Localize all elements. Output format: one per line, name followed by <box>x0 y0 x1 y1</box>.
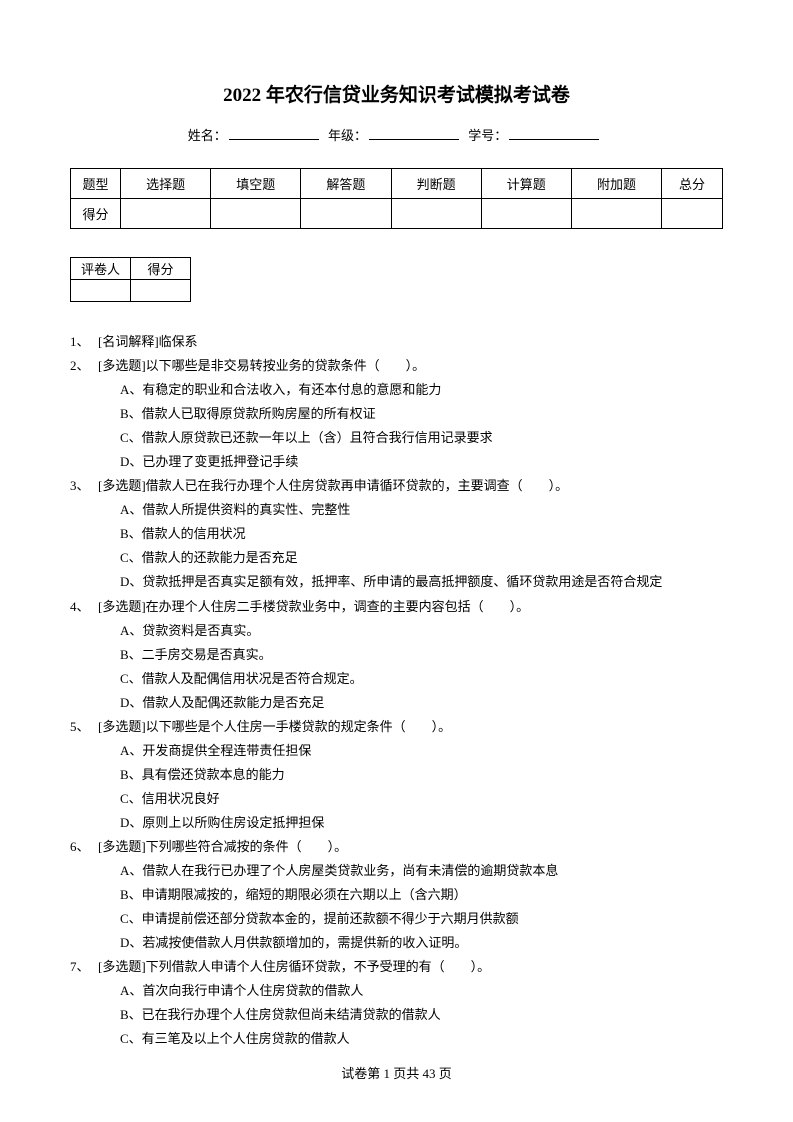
cell-type: 计算题 <box>481 169 571 199</box>
question-option: A、首次向我行申请个人住房贷款的借款人 <box>70 979 723 1003</box>
id-label: 学号： <box>468 128 507 143</box>
question-number: 3、 <box>70 474 98 498</box>
question-option: C、借款人的还款能力是否充足 <box>70 546 723 570</box>
question-item: 2、[多选题]以下哪些是非交易转按业务的贷款条件（ ）。 <box>70 354 723 378</box>
question-number: 4、 <box>70 595 98 619</box>
question-option: D、已办理了变更抵押登记手续 <box>70 450 723 474</box>
grader-table: 评卷人 得分 <box>70 257 191 302</box>
question-option: A、借款人所提供资料的真实性、完整性 <box>70 498 723 522</box>
question-number: 6、 <box>70 835 98 859</box>
question-number: 2、 <box>70 354 98 378</box>
cell-type: 填空题 <box>211 169 301 199</box>
page-footer: 试卷第 1 页共 43 页 <box>0 1063 793 1082</box>
cell-type: 总分 <box>662 169 723 199</box>
exam-title: 2022 年农行信贷业务知识考试模拟考试卷 <box>70 80 723 107</box>
name-blank <box>229 139 319 140</box>
question-text: [多选题]以下哪些是个人住房一手楼贷款的规定条件（ ）。 <box>98 715 451 739</box>
question-option: C、信用状况良好 <box>70 787 723 811</box>
cell-score-label: 得分 <box>71 199 121 229</box>
question-option: C、借款人及配偶信用状况是否符合规定。 <box>70 667 723 691</box>
question-option: A、借款人在我行已办理了个人房屋类贷款业务，尚有未清偿的逾期贷款本息 <box>70 859 723 883</box>
question-option: A、贷款资料是否真实。 <box>70 619 723 643</box>
question-text: [多选题]在办理个人住房二手楼贷款业务中，调查的主要内容包括（ ）。 <box>98 595 529 619</box>
table-row: 题型 选择题 填空题 解答题 判断题 计算题 附加题 总分 <box>71 169 723 199</box>
question-option: C、申请提前偿还部分贷款本金的，提前还款额不得少于六期月供款额 <box>70 907 723 931</box>
grader-score-label: 得分 <box>131 258 191 280</box>
question-number: 1、 <box>70 330 98 354</box>
question-option: C、借款人原贷款已还款一年以上（含）且符合我行信用记录要求 <box>70 426 723 450</box>
grader-label: 评卷人 <box>71 258 131 280</box>
question-option: D、若减按使借款人月供款额增加的，需提供新的收入证明。 <box>70 931 723 955</box>
question-option: A、开发商提供全程连带责任担保 <box>70 739 723 763</box>
question-item: 1、[名词解释]临保系 <box>70 330 723 354</box>
question-item: 7、[多选题]下列借款人申请个人住房循环贷款，不予受理的有（ ）。 <box>70 955 723 979</box>
question-option: D、贷款抵押是否真实足额有效，抵押率、所申请的最高抵押额度、循环贷款用途是否符合… <box>70 570 723 594</box>
cell-score <box>211 199 301 229</box>
grade-label: 年级： <box>328 128 367 143</box>
question-text: [多选题]以下哪些是非交易转按业务的贷款条件（ ）。 <box>98 354 425 378</box>
question-option: B、借款人已取得原贷款所购房屋的所有权证 <box>70 402 723 426</box>
score-table: 题型 选择题 填空题 解答题 判断题 计算题 附加题 总分 得分 <box>70 168 723 229</box>
cell-score <box>571 199 661 229</box>
question-option: B、申请期限减按的，缩短的期限必须在六期以上（含六期） <box>70 883 723 907</box>
student-info-line: 姓名： 年级： 学号： <box>70 125 723 144</box>
cell-type: 附加题 <box>571 169 661 199</box>
name-label: 姓名： <box>188 128 227 143</box>
question-number: 7、 <box>70 955 98 979</box>
question-number: 5、 <box>70 715 98 739</box>
question-option: B、具有偿还贷款本息的能力 <box>70 763 723 787</box>
cell-score <box>662 199 723 229</box>
cell-score <box>301 199 391 229</box>
grade-blank <box>369 139 459 140</box>
question-option: D、借款人及配偶还款能力是否充足 <box>70 691 723 715</box>
cell-score <box>121 199 211 229</box>
cell-type: 解答题 <box>301 169 391 199</box>
question-item: 4、[多选题]在办理个人住房二手楼贷款业务中，调查的主要内容包括（ ）。 <box>70 595 723 619</box>
grader-score-blank <box>131 280 191 302</box>
question-item: 3、[多选题]借款人已在我行办理个人住房贷款再申请循环贷款的，主要调查（ ）。 <box>70 474 723 498</box>
table-row <box>71 280 191 302</box>
question-text: [多选题]下列哪些符合减按的条件（ ）。 <box>98 835 347 859</box>
question-text: [名词解释]临保系 <box>98 330 198 354</box>
table-row: 得分 <box>71 199 723 229</box>
question-option: D、原则上以所购住房设定抵押担保 <box>70 811 723 835</box>
cell-type: 判断题 <box>391 169 481 199</box>
question-option: A、有稳定的职业和合法收入，有还本付息的意愿和能力 <box>70 378 723 402</box>
cell-type-label: 题型 <box>71 169 121 199</box>
cell-score <box>391 199 481 229</box>
table-row: 评卷人 得分 <box>71 258 191 280</box>
questions-section: 1、[名词解释]临保系2、[多选题]以下哪些是非交易转按业务的贷款条件（ ）。A… <box>70 330 723 1051</box>
cell-type: 选择题 <box>121 169 211 199</box>
question-item: 5、[多选题]以下哪些是个人住房一手楼贷款的规定条件（ ）。 <box>70 715 723 739</box>
cell-score <box>481 199 571 229</box>
question-item: 6、[多选题]下列哪些符合减按的条件（ ）。 <box>70 835 723 859</box>
question-option: B、已在我行办理个人住房贷款但尚未结清贷款的借款人 <box>70 1003 723 1027</box>
question-option: B、借款人的信用状况 <box>70 522 723 546</box>
question-option: B、二手房交易是否真实。 <box>70 643 723 667</box>
question-text: [多选题]下列借款人申请个人住房循环贷款，不予受理的有（ ）。 <box>98 955 490 979</box>
id-blank <box>509 139 599 140</box>
question-text: [多选题]借款人已在我行办理个人住房贷款再申请循环贷款的，主要调查（ ）。 <box>98 474 568 498</box>
question-option: C、有三笔及以上个人住房贷款的借款人 <box>70 1027 723 1051</box>
grader-blank <box>71 280 131 302</box>
